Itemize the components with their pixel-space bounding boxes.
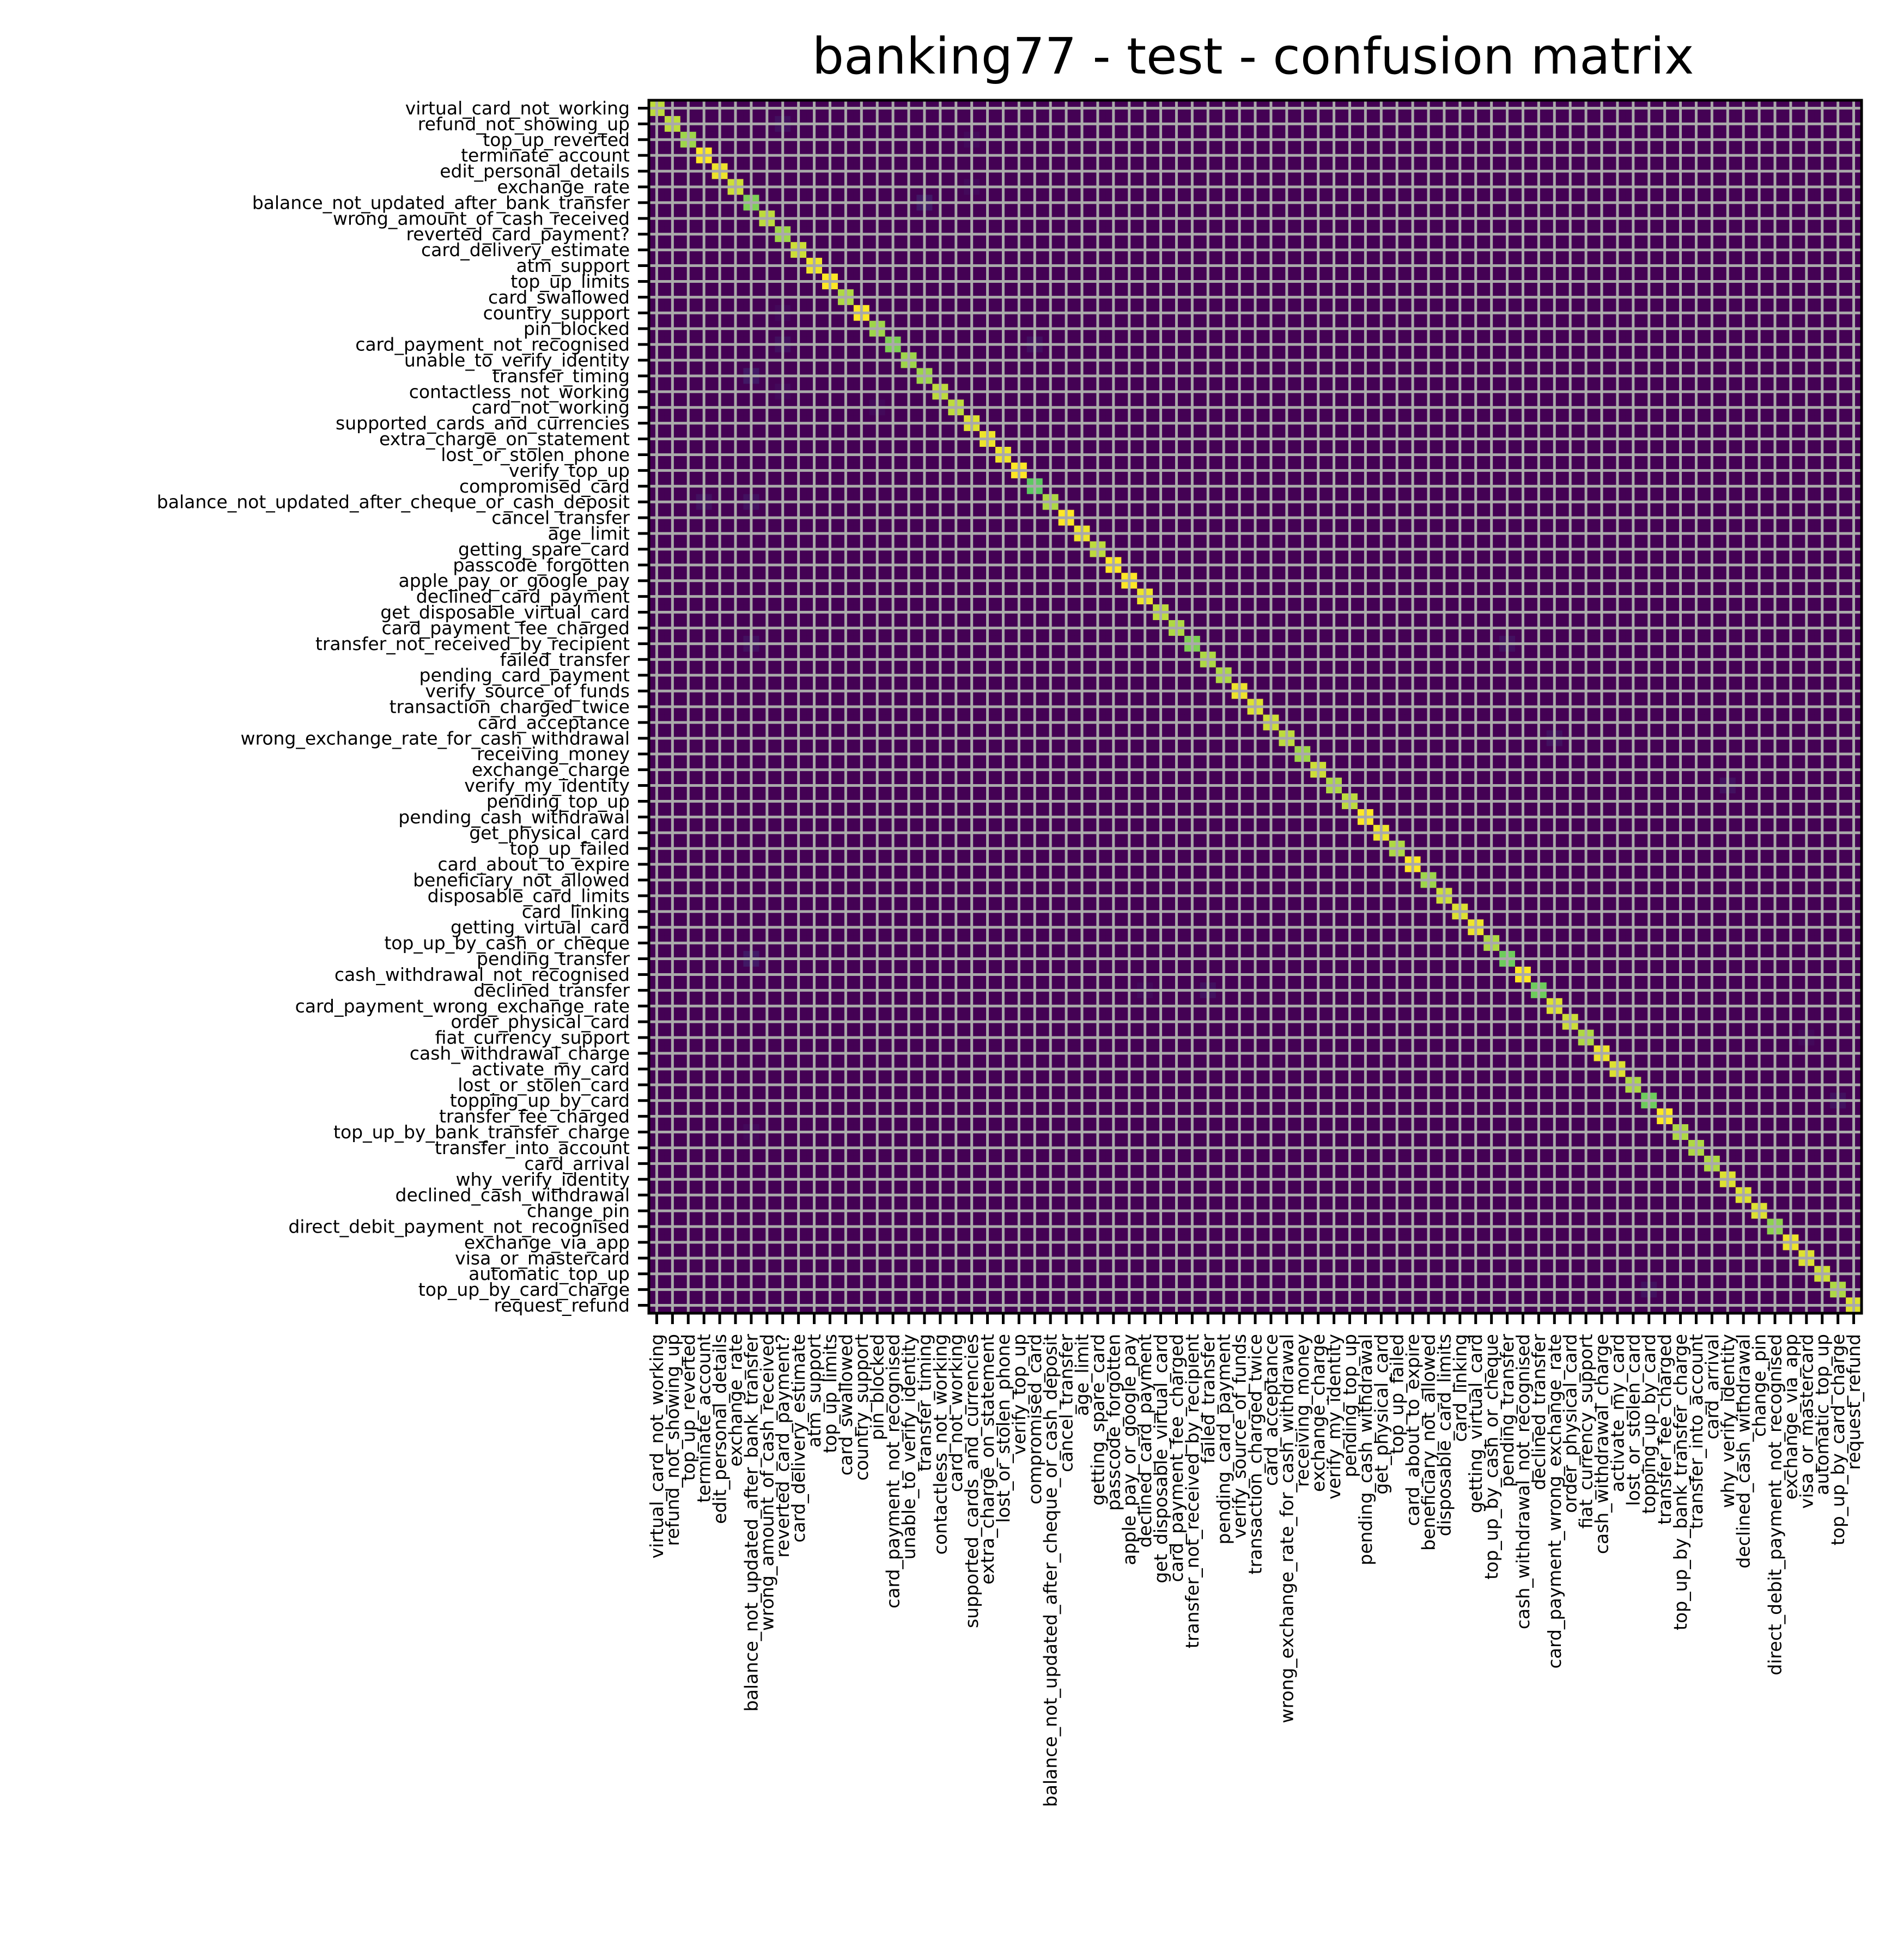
chart-title: banking77 - test - confusion matrix <box>812 27 1694 86</box>
